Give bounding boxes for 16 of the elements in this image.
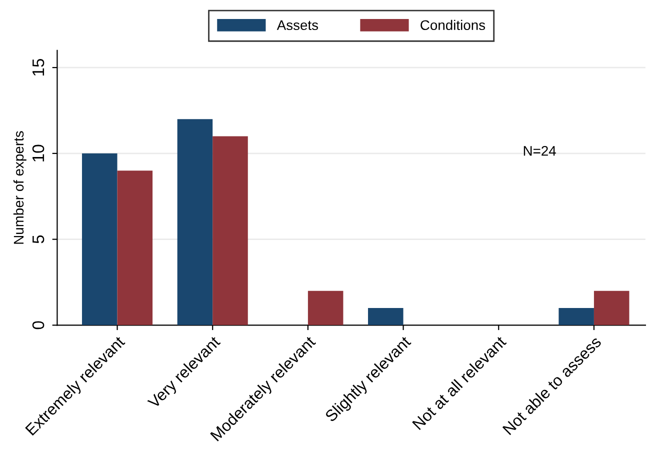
- bar: [368, 308, 404, 326]
- y-tick-label: 15: [32, 58, 44, 76]
- bar: [212, 136, 248, 326]
- y-tick-label: 0: [32, 321, 44, 330]
- bar: [308, 290, 344, 326]
- bar: [82, 153, 118, 326]
- y-tick-label: 10: [32, 144, 44, 162]
- legend-label: Conditions: [420, 20, 486, 30]
- y-tick-label: 5: [32, 235, 44, 244]
- bar: [594, 290, 630, 326]
- bar: [177, 119, 213, 326]
- legend-label: Assets: [276, 20, 318, 30]
- annotation: N=24: [524, 146, 556, 156]
- bar: [117, 170, 153, 326]
- bar: [558, 308, 594, 326]
- y-axis-title: Number of experts: [13, 131, 26, 244]
